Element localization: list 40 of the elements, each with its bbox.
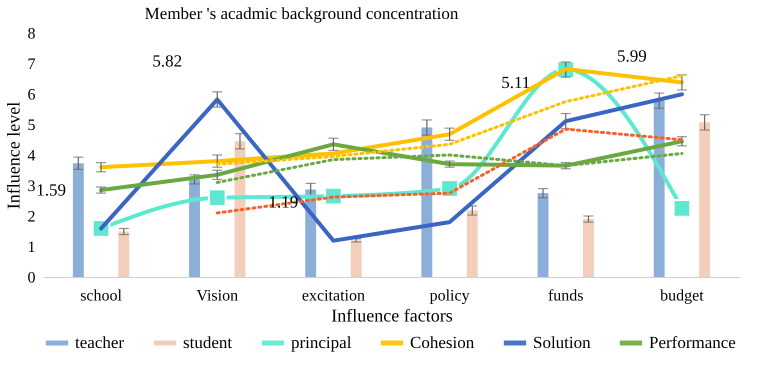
point <box>208 188 227 208</box>
legend-label: student <box>183 333 232 352</box>
y-tick-label: 3 <box>28 178 36 195</box>
y-tick-label: 0 <box>28 270 36 286</box>
bar <box>118 232 130 277</box>
y-tick-label: 7 <box>28 56 36 73</box>
bar <box>72 163 84 277</box>
point <box>672 199 692 218</box>
annotation: 5.11 <box>501 73 530 92</box>
annotation: 5.82 <box>152 51 182 70</box>
x-tick-label: policy <box>430 288 470 304</box>
bar <box>189 179 200 277</box>
legend-label: Performance <box>649 333 736 352</box>
x-axis-title: Influence factors <box>331 306 453 326</box>
y-tick-label: 6 <box>28 86 36 104</box>
legend-label: principal <box>291 333 352 352</box>
bar <box>583 219 594 277</box>
y-tick-label: 2 <box>28 208 36 226</box>
y-tick-label: 4 <box>28 148 36 164</box>
bar <box>466 210 478 277</box>
bar <box>699 122 710 277</box>
y-tick-label: 8 <box>28 26 36 42</box>
bar <box>350 240 362 277</box>
chart-title: Member 's acadmic background concentration <box>144 4 459 23</box>
line-series <box>216 128 684 214</box>
x-tick-label: school <box>80 288 123 304</box>
legend-label: teacher <box>75 333 124 352</box>
y-tick-label: 5 <box>28 117 36 134</box>
line-series <box>99 139 684 192</box>
annotation: 5.99 <box>617 46 647 66</box>
x-tick-label: funds <box>548 288 584 304</box>
x-tick-label: budget <box>660 288 704 304</box>
bar <box>538 193 548 277</box>
legend-label: Cohesion <box>410 333 475 352</box>
x-tick-label: excitation <box>302 288 365 304</box>
y-tick-label: 1 <box>28 239 36 256</box>
x-tick-label: Vision <box>196 288 238 304</box>
annotation: 1.59 <box>36 180 66 200</box>
y-axis-title: Influence level <box>4 102 24 210</box>
legend-label: Solution <box>533 333 592 352</box>
